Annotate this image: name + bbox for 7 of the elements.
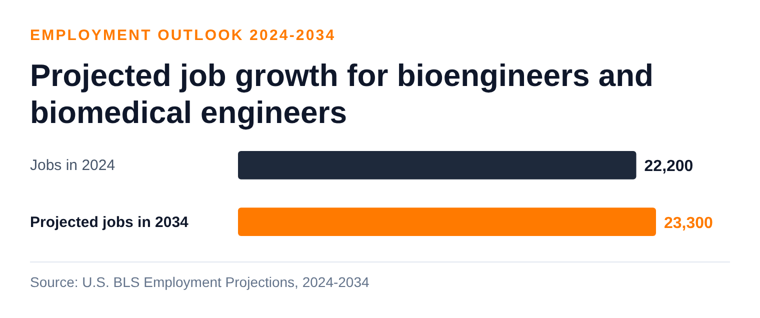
data-label: 23,300 — [664, 214, 714, 232]
data-label: 22,200 — [644, 158, 694, 176]
y-tick-label: Projected jobs in 2034 — [30, 214, 190, 231]
chart-subtitle: EMPLOYMENT OUTLOOK 2024-2034 — [30, 27, 336, 44]
y-tick-label: Jobs in 2024 — [30, 157, 116, 174]
source-note: Source: U.S. BLS Employment Projections, 2024-2034 — [30, 274, 370, 290]
chart-title: Projected job growth for bioengineers and biomedical engineers — [30, 58, 654, 130]
